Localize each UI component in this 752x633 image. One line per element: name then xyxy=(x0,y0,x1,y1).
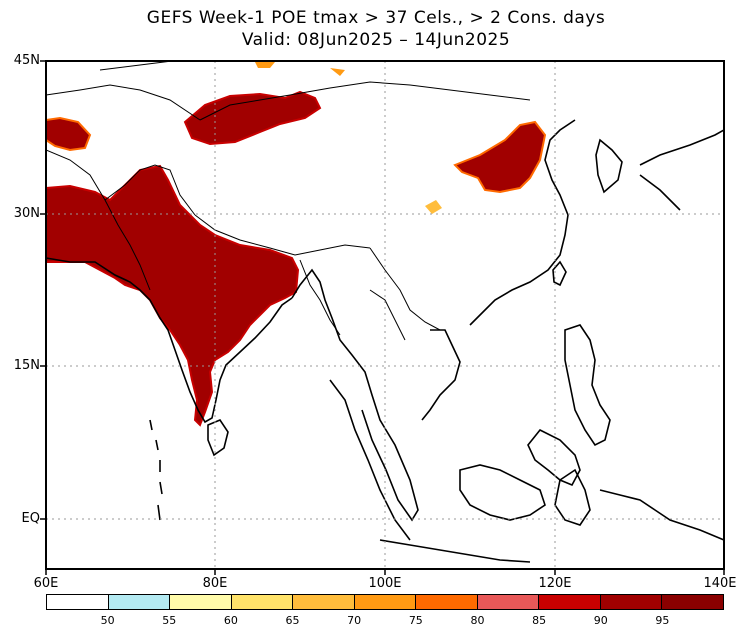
lat-label-30n: 30N xyxy=(13,206,40,221)
colorbar-cell xyxy=(293,595,355,609)
map-title: GEFS Week-1 POE tmax > 37 Cels., > 2 Con… xyxy=(146,8,606,28)
colorbar-cell xyxy=(231,595,294,609)
fill-region-tarim xyxy=(183,90,322,146)
fill-region-south-asia xyxy=(46,164,300,427)
axis-ticks xyxy=(40,60,725,575)
colorbar-cell xyxy=(108,595,171,609)
fill-region-speck-1 xyxy=(425,200,442,214)
colorbar-tick-label: 70 xyxy=(347,614,362,627)
colorbar-tick-label: 85 xyxy=(532,614,547,627)
lon-label-80e: 80E xyxy=(202,576,228,591)
colorbar-cell xyxy=(416,595,478,609)
colorbar xyxy=(46,594,724,610)
lat-label-eq: EQ xyxy=(21,511,40,526)
lon-label-100e: 100E xyxy=(368,576,402,591)
colorbar-cell xyxy=(477,595,540,609)
fill-region-north-china xyxy=(453,120,547,194)
coastlines xyxy=(46,119,724,563)
valid-date-range: Valid: 08Jun2025 – 14Jun2025 xyxy=(241,30,511,50)
fill-region-speck-2 xyxy=(255,62,275,68)
probability-fill-regions xyxy=(46,62,547,427)
colorbar-tick-label: 90 xyxy=(593,614,608,627)
lon-label-120e: 120E xyxy=(538,576,572,591)
lon-label-60e: 60E xyxy=(33,576,59,591)
lon-label-140e: 140E xyxy=(703,576,737,591)
gridlines xyxy=(46,61,724,569)
fill-region-west-asia xyxy=(46,116,92,152)
colorbar-tick-label: 75 xyxy=(408,614,423,627)
lat-label-45n: 45N xyxy=(13,53,40,68)
colorbar-cell xyxy=(662,595,724,609)
colorbar-tick-label: 65 xyxy=(285,614,300,627)
colorbar-cell xyxy=(170,595,232,609)
country-borders xyxy=(46,61,531,341)
colorbar-tick-label: 95 xyxy=(655,614,670,627)
colorbar-cell xyxy=(539,595,601,609)
colorbar-tick-label: 55 xyxy=(162,614,177,627)
colorbar-cell xyxy=(354,595,417,609)
fill-region-speck-3 xyxy=(330,68,345,76)
lat-label-15n: 15N xyxy=(13,358,40,373)
colorbar-tick-label: 60 xyxy=(223,614,238,627)
colorbar-cell xyxy=(600,595,663,609)
colorbar-tick-label: 80 xyxy=(470,614,485,627)
colorbar-cell xyxy=(47,595,109,609)
colorbar-tick-label: 50 xyxy=(100,614,115,627)
